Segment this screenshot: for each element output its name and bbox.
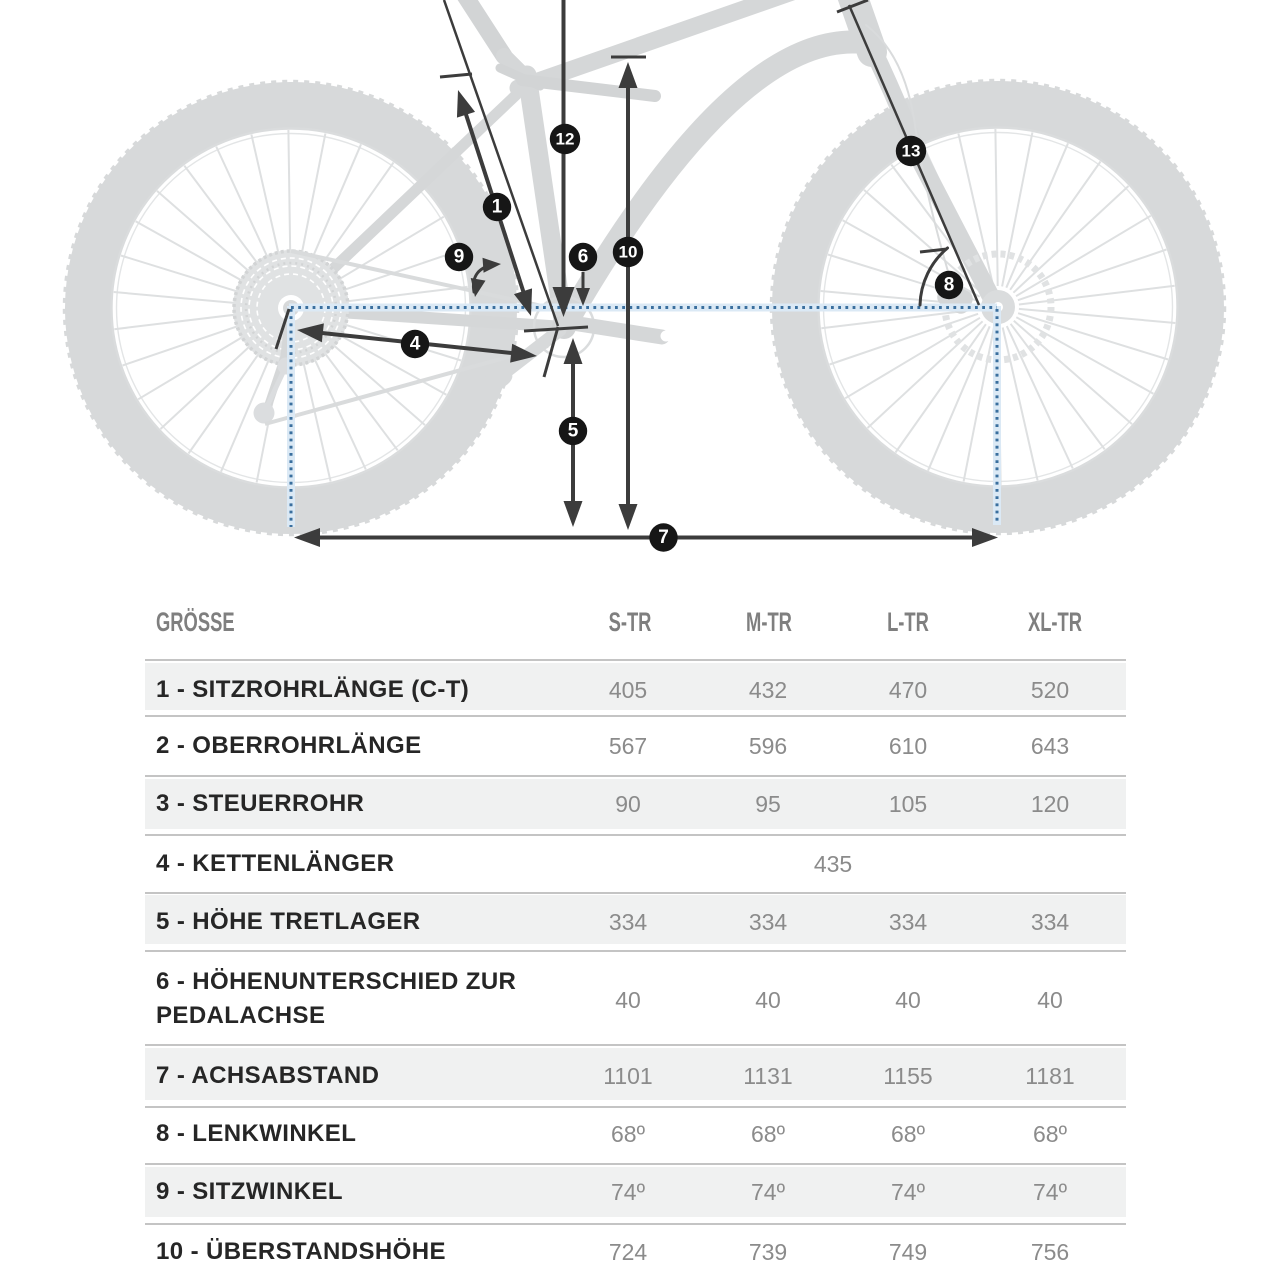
svg-text:1: 1 xyxy=(492,197,503,218)
svg-text:6: 6 xyxy=(578,247,589,268)
svg-text:7: 7 xyxy=(658,527,669,548)
svg-text:8: 8 xyxy=(944,275,955,296)
svg-text:9: 9 xyxy=(454,247,465,268)
svg-text:12: 12 xyxy=(556,130,575,149)
svg-text:4: 4 xyxy=(410,334,421,355)
svg-text:5: 5 xyxy=(568,421,579,442)
svg-text:10: 10 xyxy=(619,243,638,262)
svg-text:13: 13 xyxy=(902,142,921,161)
